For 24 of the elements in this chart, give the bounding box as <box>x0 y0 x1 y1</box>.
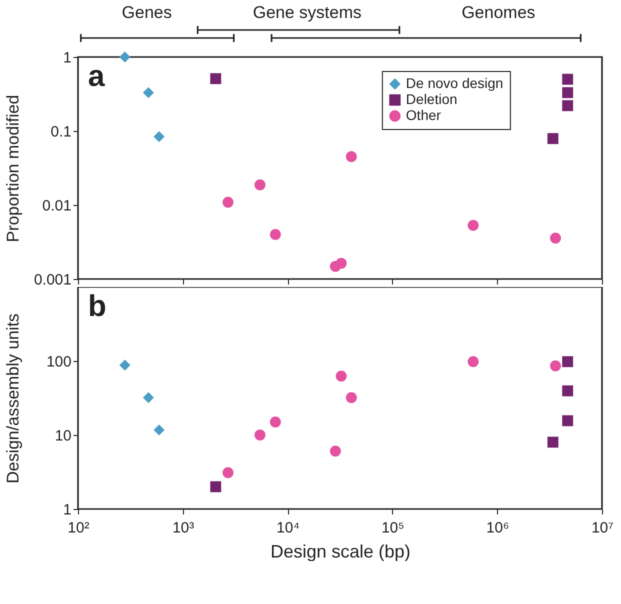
y-axis-title: Design/assembly units <box>4 313 22 484</box>
text: Gene systems <box>252 3 362 22</box>
x-axis-title: Design scale (bp) <box>270 542 411 562</box>
legend-label: Deletion <box>406 91 458 107</box>
x-tick-label: 10⁵ <box>381 520 404 536</box>
annotation: b <box>88 290 106 323</box>
x-tick-label: 10⁷ <box>591 520 614 536</box>
y-tick-label: 100 <box>46 354 72 370</box>
y-tick-label: 0.001 <box>34 272 72 288</box>
text: Genomes <box>462 3 536 22</box>
x-tick-label: 10⁴ <box>276 520 300 536</box>
y-tick-label: 1 <box>63 50 72 66</box>
x-tick-label: 10² <box>68 520 90 536</box>
x-tick-label: 10³ <box>172 520 194 536</box>
x-tick-label: 10⁶ <box>486 520 510 536</box>
text: Genes <box>122 3 172 22</box>
legend-label: Other <box>406 107 442 123</box>
y-tick-label: 0.01 <box>42 198 72 214</box>
y-tick-label: 0.1 <box>50 124 72 140</box>
annotation: a <box>88 60 105 93</box>
y-axis-title: Proportion modified <box>4 94 22 242</box>
y-tick-label: 10 <box>54 428 72 444</box>
y-tick-label: 1 <box>63 502 72 518</box>
legend-label: De novo design <box>406 75 504 91</box>
